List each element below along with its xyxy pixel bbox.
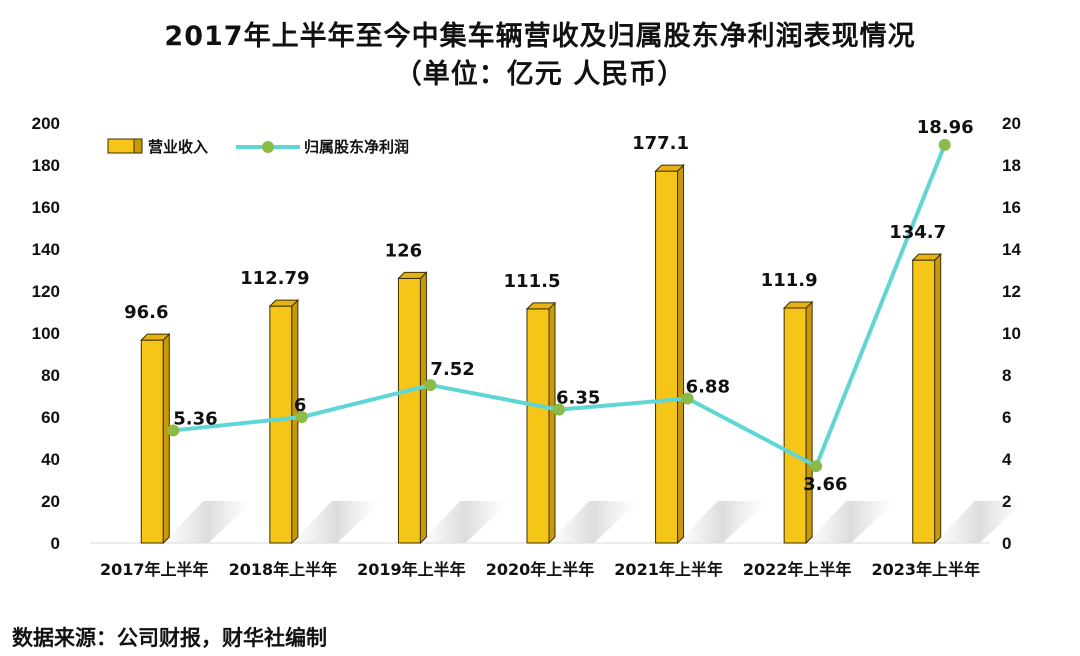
- y-left-tick-label: 80: [41, 366, 60, 385]
- bar-shadow: [420, 501, 511, 543]
- bar-shadow: [677, 501, 768, 543]
- chart-subtitle: （单位：亿元 人民币）: [394, 59, 686, 90]
- y-right-tick-label: 18: [1002, 156, 1021, 175]
- bar-value-label: 111.5: [504, 271, 561, 292]
- x-tick-label: 2019年上半年: [357, 560, 466, 579]
- line-value-label: 6.88: [686, 377, 730, 398]
- y-left-tick-label: 20: [41, 492, 60, 511]
- y-right-tick-label: 2: [1002, 492, 1011, 511]
- profit-marker: [424, 379, 437, 392]
- bar: [397, 277, 421, 544]
- bar-shadow: [806, 501, 897, 543]
- legend-line-marker: [262, 141, 274, 153]
- line-value-label: 3.66: [803, 474, 847, 495]
- bar: [269, 305, 293, 544]
- y-right-tick-label: 14: [1002, 240, 1021, 259]
- bar: [526, 308, 550, 544]
- bar-top: [525, 302, 557, 310]
- line-value-label: 5.36: [173, 408, 217, 429]
- bar-top: [140, 333, 171, 341]
- bar-shadow: [163, 501, 254, 543]
- bar: [655, 170, 679, 544]
- line-value-label: 18.96: [917, 117, 974, 138]
- y-left-tick-label: 60: [41, 408, 60, 427]
- y-left-tick-label: 40: [41, 450, 60, 469]
- bar-value-label: 112.79: [240, 268, 309, 289]
- y-right-tick-label: 6: [1002, 408, 1011, 427]
- x-tick-label: 2018年上半年: [229, 560, 338, 579]
- y-right-tick-label: 16: [1002, 198, 1021, 217]
- bar-side: [934, 252, 942, 545]
- profit-marker: [553, 403, 565, 416]
- y-right-tick-label: 0: [1002, 534, 1011, 553]
- bar-shadow: [934, 501, 1025, 543]
- bar-side: [419, 271, 427, 545]
- bar-side: [291, 298, 299, 545]
- legend-label-revenue: 营业收入: [148, 138, 208, 156]
- bar-shadow: [291, 501, 382, 543]
- bar-side: [162, 332, 170, 545]
- line-value-label: 6: [294, 395, 307, 416]
- x-tick-label: 2022年上半年: [743, 560, 852, 579]
- legend-bar-swatch-side: [133, 138, 143, 154]
- bar-value-label: 177.1: [632, 133, 689, 154]
- bar-side: [677, 163, 685, 545]
- bar: [140, 339, 164, 544]
- y-left-tick-label: 120: [32, 282, 60, 301]
- bar-side: [548, 301, 556, 545]
- source-note: 数据来源：公司财报，财华社编制: [12, 626, 327, 650]
- y-right-tick-label: 20: [1002, 114, 1021, 133]
- bar-top: [911, 253, 942, 261]
- chart-title: 2017年上半年至今中集车辆营收及归属股东净利润表现情况: [164, 21, 916, 52]
- bar-value-label: 126: [385, 240, 423, 261]
- profit-marker: [810, 460, 823, 473]
- bar-side: [805, 300, 813, 545]
- bar: [783, 307, 807, 544]
- bar-top: [654, 164, 685, 172]
- y-left-tick-label: 180: [32, 156, 60, 175]
- line-value-label: 6.35: [556, 388, 600, 409]
- y-left-tick-label: 200: [32, 114, 60, 133]
- y-left-tick-label: 160: [32, 198, 60, 217]
- profit-marker: [681, 392, 694, 405]
- bar-value-label: 111.9: [761, 270, 818, 291]
- profit-marker: [295, 411, 308, 423]
- legend-label-profit: 归属股东净利润: [304, 138, 409, 156]
- bar: [912, 259, 936, 544]
- bar-top: [268, 299, 300, 307]
- y-left-tick-label: 100: [32, 324, 60, 343]
- x-tick-label: 2023年上半年: [871, 560, 980, 579]
- bar-value-label: 134.7: [889, 222, 946, 243]
- profit-marker: [938, 138, 951, 151]
- y-left-tick-label: 140: [32, 240, 60, 259]
- y-left-tick-label: 0: [51, 534, 60, 553]
- x-tick-label: 2020年上半年: [486, 560, 595, 579]
- x-tick-label: 2021年上半年: [614, 560, 723, 579]
- bar-value-label: 96.6: [124, 302, 168, 323]
- bar-top: [782, 301, 814, 309]
- bar-top: [397, 271, 428, 279]
- bar-shadow: [549, 501, 639, 543]
- profit-marker: [167, 424, 180, 437]
- y-right-tick-label: 12: [1002, 282, 1021, 301]
- combo-chart: 0 20 40 60 80 100 120 140 160 180 200 0 2 4 6 8 10 12 14 16…: [32, 114, 1025, 579]
- line-value-label: 7.52: [430, 359, 474, 380]
- y-right-tick-label: 10: [1002, 324, 1021, 343]
- x-tick-label: 2017年上半年: [100, 560, 209, 579]
- y-right-tick-label: 4: [1002, 450, 1012, 469]
- y-right-tick-label: 8: [1002, 366, 1011, 385]
